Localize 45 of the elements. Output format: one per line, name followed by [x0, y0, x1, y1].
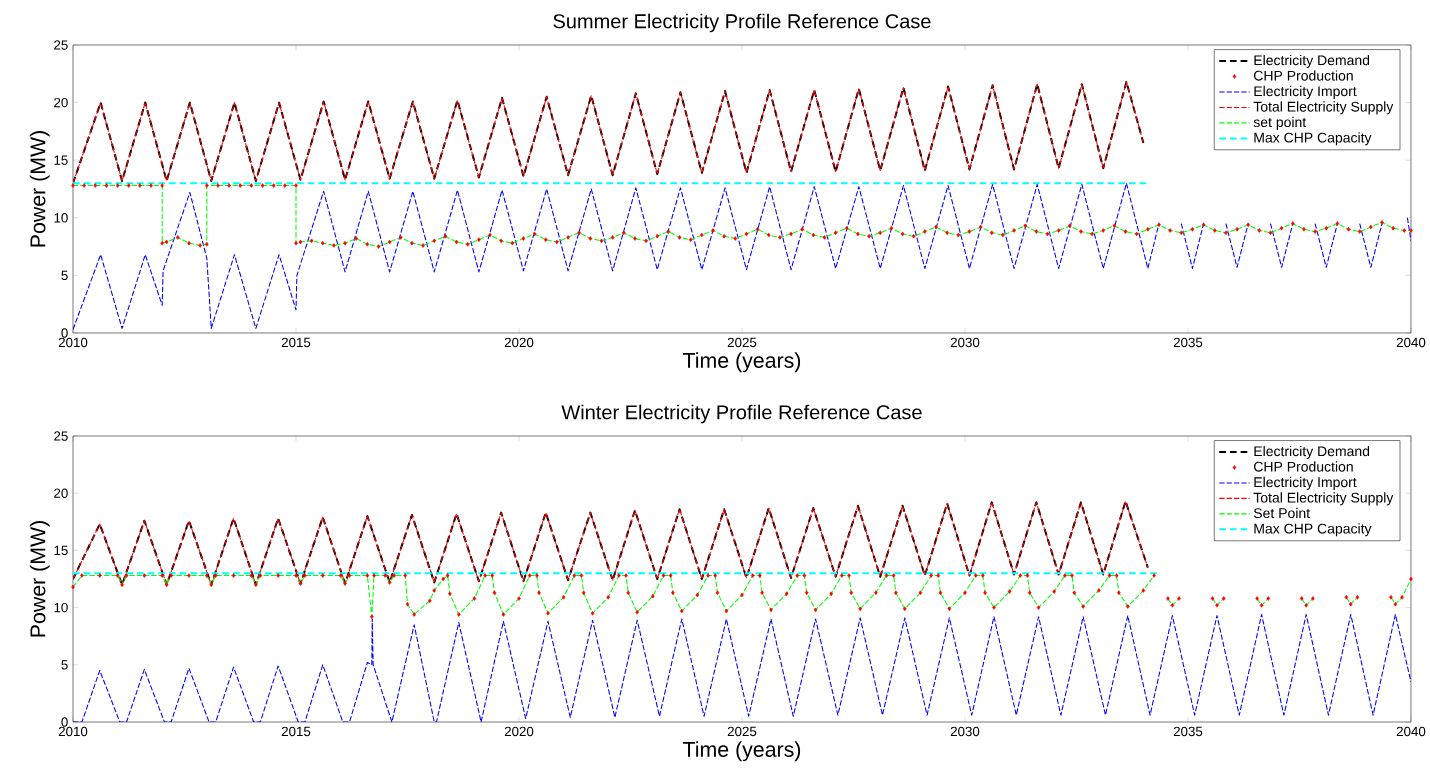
legend-label: CHP Production: [1254, 70, 1353, 81]
y-tick-label: 15: [54, 545, 68, 556]
x-tick-label: 2025: [727, 337, 757, 348]
y-tick-label: 0: [61, 717, 68, 727]
x-tick-label: 2015: [281, 337, 311, 348]
chart-title: Summer Electricity Profile Reference Case: [553, 13, 931, 33]
y-tick-label: 20: [54, 97, 68, 108]
y-tick-label: 10: [54, 213, 68, 223]
x-tick-label: 2015: [281, 726, 311, 737]
x-tick-label: 2010: [58, 726, 88, 737]
y-tick-label: 15: [54, 155, 68, 165]
y-axis-title: Power (MW): [29, 521, 50, 637]
legend-label: Max CHP Capacity: [1254, 523, 1372, 537]
line-series: [73, 613, 1411, 722]
x-tick-label: 2020: [504, 726, 534, 737]
x-tick-label: 2030: [950, 337, 980, 348]
y-tick-label: 20: [54, 488, 68, 498]
x-tick-label: 2020: [504, 337, 534, 348]
x-tick-label: 2030: [950, 726, 980, 737]
legend-label: Electricity Demand: [1254, 54, 1370, 68]
legend-label: CHP Production: [1254, 461, 1353, 472]
y-tick-label: 5: [61, 660, 68, 670]
y-tick-label: 10: [54, 602, 68, 613]
legend-label: Electricity Demand: [1254, 445, 1370, 459]
y-tick-label: 0: [61, 328, 68, 338]
x-tick-label: 2025: [727, 726, 757, 737]
legend-label: Total Electricity Supply: [1253, 492, 1394, 506]
x-tick-label: 2035: [1173, 337, 1203, 348]
x-tick-label: 2040: [1396, 726, 1426, 737]
x-axis-title: Time (years): [683, 352, 801, 373]
x-tick-label: 2010: [58, 337, 88, 348]
legend-label: Set Point: [1253, 507, 1310, 519]
y-tick-label: 25: [54, 431, 68, 441]
y-tick-label: 25: [54, 40, 68, 50]
chart-title: Winter Electricity Profile Reference Case: [561, 404, 922, 424]
legend-label: Electricity Import: [1254, 85, 1357, 99]
legend-label: Electricity Import: [1254, 476, 1357, 490]
legend-label: Max CHP Capacity: [1254, 132, 1372, 146]
y-axis-title: Power (MW): [29, 131, 50, 247]
legend-label: set point: [1253, 116, 1307, 130]
legend-label: Total Electricity Supply: [1253, 101, 1394, 115]
x-axis-title: Time (years): [683, 741, 801, 762]
y-tick-label: 5: [61, 270, 68, 281]
x-tick-label: 2035: [1173, 726, 1203, 737]
x-tick-label: 2040: [1396, 337, 1426, 348]
